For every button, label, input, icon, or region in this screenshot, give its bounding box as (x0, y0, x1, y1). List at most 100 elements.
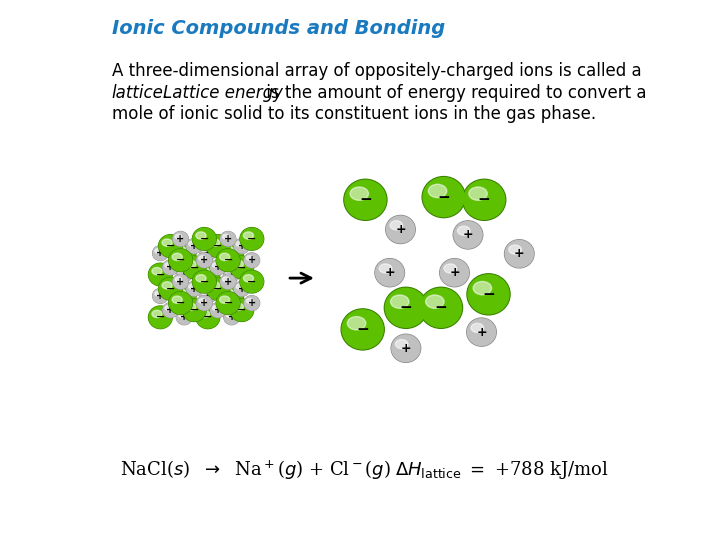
Ellipse shape (224, 310, 239, 325)
Text: −: − (189, 305, 199, 315)
Text: +: + (200, 298, 208, 308)
Ellipse shape (226, 270, 233, 275)
Ellipse shape (192, 271, 216, 293)
Ellipse shape (186, 281, 202, 296)
Ellipse shape (233, 260, 243, 268)
Ellipse shape (390, 221, 402, 230)
Ellipse shape (223, 289, 233, 296)
Ellipse shape (152, 267, 162, 275)
Ellipse shape (189, 241, 195, 246)
Ellipse shape (176, 267, 192, 281)
Ellipse shape (240, 228, 264, 250)
Ellipse shape (387, 216, 415, 243)
Ellipse shape (186, 239, 202, 253)
Ellipse shape (159, 235, 181, 256)
Ellipse shape (163, 260, 178, 275)
Ellipse shape (211, 303, 225, 317)
Ellipse shape (210, 282, 220, 289)
Ellipse shape (224, 267, 239, 282)
Ellipse shape (234, 239, 249, 253)
Ellipse shape (200, 288, 215, 303)
Ellipse shape (244, 296, 260, 310)
Text: +: + (166, 262, 174, 272)
Ellipse shape (210, 239, 220, 246)
Ellipse shape (149, 264, 171, 285)
Ellipse shape (464, 180, 505, 219)
Text: −: − (166, 284, 175, 294)
Ellipse shape (182, 299, 206, 321)
Ellipse shape (186, 303, 196, 310)
Ellipse shape (509, 245, 521, 254)
Ellipse shape (202, 248, 209, 253)
Ellipse shape (220, 296, 230, 303)
Ellipse shape (172, 242, 196, 265)
Text: −: − (179, 248, 189, 258)
Ellipse shape (155, 248, 161, 253)
Ellipse shape (158, 278, 182, 300)
Ellipse shape (385, 288, 426, 327)
Ellipse shape (179, 313, 185, 318)
Ellipse shape (197, 296, 212, 310)
Ellipse shape (240, 271, 263, 292)
Ellipse shape (176, 267, 192, 282)
Ellipse shape (422, 177, 465, 218)
Ellipse shape (197, 253, 212, 267)
Text: +: + (476, 326, 487, 339)
Text: +: + (214, 262, 222, 272)
Ellipse shape (162, 239, 172, 246)
Text: Ionic Compounds and Bonding: Ionic Compounds and Bonding (112, 19, 445, 38)
Ellipse shape (183, 300, 205, 321)
Text: mole of ionic solid to its constituent ions in the gas phase.: mole of ionic solid to its constituent i… (112, 105, 595, 123)
Ellipse shape (193, 228, 215, 249)
Ellipse shape (463, 179, 505, 220)
Ellipse shape (221, 275, 235, 289)
Ellipse shape (192, 228, 216, 250)
Ellipse shape (187, 282, 202, 296)
Ellipse shape (174, 275, 188, 289)
Text: −: − (156, 312, 165, 322)
Text: +: + (400, 342, 411, 355)
Ellipse shape (196, 306, 220, 328)
Text: −: − (213, 241, 222, 251)
Ellipse shape (222, 277, 229, 282)
Text: +: + (180, 269, 188, 280)
Text: −: − (223, 255, 233, 265)
Ellipse shape (168, 249, 192, 272)
Ellipse shape (200, 289, 215, 303)
Text: is the amount of energy required to convert a: is the amount of energy required to conv… (261, 84, 646, 102)
Text: −: − (247, 234, 256, 244)
Ellipse shape (230, 256, 253, 278)
Text: A three-dimensional array of oppositely-charged ions is called a: A three-dimensional array of oppositely-… (112, 62, 642, 80)
Ellipse shape (153, 288, 168, 303)
Text: +: + (384, 266, 395, 279)
Ellipse shape (220, 242, 243, 264)
Ellipse shape (211, 260, 225, 274)
Ellipse shape (173, 242, 195, 264)
Ellipse shape (212, 306, 219, 310)
Ellipse shape (165, 306, 171, 310)
Ellipse shape (148, 263, 172, 286)
Ellipse shape (220, 242, 243, 265)
Ellipse shape (347, 316, 366, 330)
Text: −: − (189, 262, 199, 272)
Ellipse shape (210, 303, 225, 318)
Ellipse shape (199, 267, 210, 275)
Ellipse shape (420, 287, 462, 328)
Ellipse shape (223, 246, 233, 253)
Text: +: + (449, 266, 460, 279)
Text: +: + (395, 223, 406, 236)
Ellipse shape (174, 232, 188, 246)
Text: +: + (248, 298, 256, 308)
Ellipse shape (375, 259, 405, 287)
Ellipse shape (243, 232, 253, 239)
Ellipse shape (505, 240, 534, 267)
Ellipse shape (216, 292, 240, 314)
Ellipse shape (197, 307, 219, 328)
Ellipse shape (207, 235, 229, 256)
Text: +: + (156, 291, 164, 301)
Ellipse shape (220, 285, 243, 307)
Ellipse shape (224, 310, 239, 325)
Ellipse shape (153, 289, 168, 303)
Text: −: − (359, 192, 372, 207)
Ellipse shape (234, 281, 249, 296)
